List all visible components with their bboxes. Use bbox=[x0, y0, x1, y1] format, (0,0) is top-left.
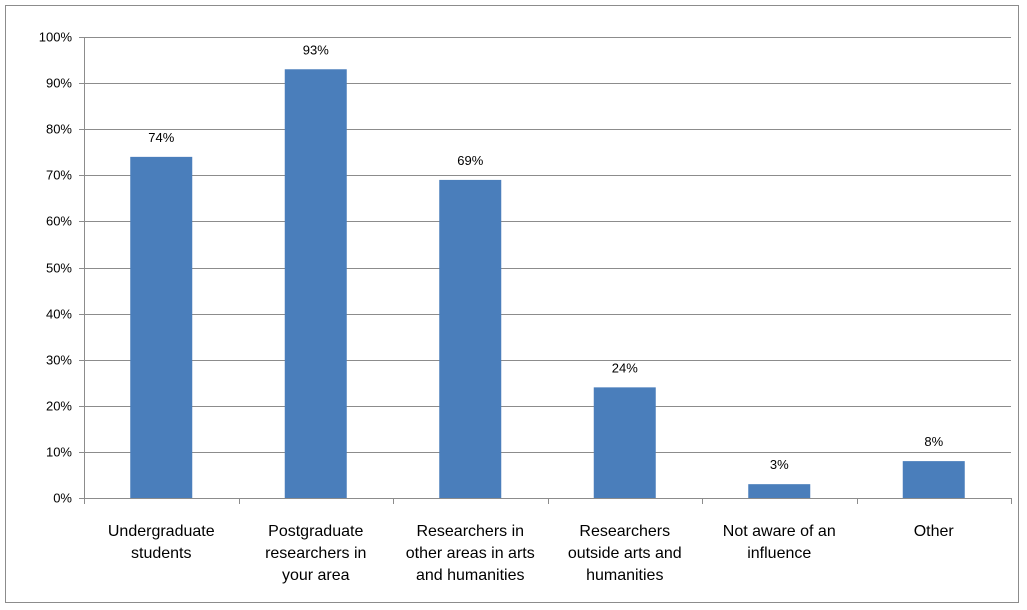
y-tick-label: 0% bbox=[53, 491, 72, 506]
y-tick-label: 60% bbox=[46, 214, 72, 229]
y-tick-label: 40% bbox=[46, 307, 72, 322]
x-tick-label: humanities bbox=[586, 567, 663, 584]
x-tick-label: Researchers bbox=[579, 523, 670, 540]
x-tick-label: Other bbox=[914, 523, 955, 540]
bar bbox=[284, 69, 347, 499]
x-tick-label: Not aware of an bbox=[723, 523, 836, 540]
x-tick-label: researchers in bbox=[265, 545, 366, 562]
data-label: 69% bbox=[457, 153, 483, 168]
x-tick-label: your area bbox=[282, 567, 350, 584]
y-tick-label: 80% bbox=[46, 122, 72, 137]
bar bbox=[439, 179, 502, 498]
y-tick-label: 30% bbox=[46, 353, 72, 368]
x-tick-label: Undergraduate bbox=[108, 523, 215, 540]
data-label: 74% bbox=[148, 130, 174, 145]
x-tick-label: Researchers in bbox=[416, 523, 524, 540]
bar bbox=[902, 461, 965, 498]
x-tick-label: students bbox=[131, 545, 191, 562]
x-tick-label: outside arts and bbox=[568, 545, 682, 562]
data-label: 3% bbox=[770, 457, 789, 472]
y-tick-label: 50% bbox=[46, 261, 72, 276]
data-label: 24% bbox=[612, 360, 638, 375]
bar bbox=[748, 484, 811, 498]
bar bbox=[593, 387, 656, 498]
x-tick-label: Postgraduate bbox=[268, 523, 363, 540]
bar bbox=[130, 156, 193, 499]
x-tick-label: and humanities bbox=[416, 567, 525, 584]
data-label: 93% bbox=[303, 42, 329, 57]
x-tick-label: influence bbox=[747, 545, 811, 562]
y-tick-label: 70% bbox=[46, 168, 72, 183]
y-tick-label: 10% bbox=[46, 445, 72, 460]
y-tick-label: 100% bbox=[39, 30, 73, 45]
y-tick-label: 90% bbox=[46, 76, 72, 91]
data-label: 8% bbox=[924, 434, 943, 449]
y-tick-label: 20% bbox=[46, 399, 72, 414]
x-tick-label: other areas in arts bbox=[406, 545, 535, 562]
